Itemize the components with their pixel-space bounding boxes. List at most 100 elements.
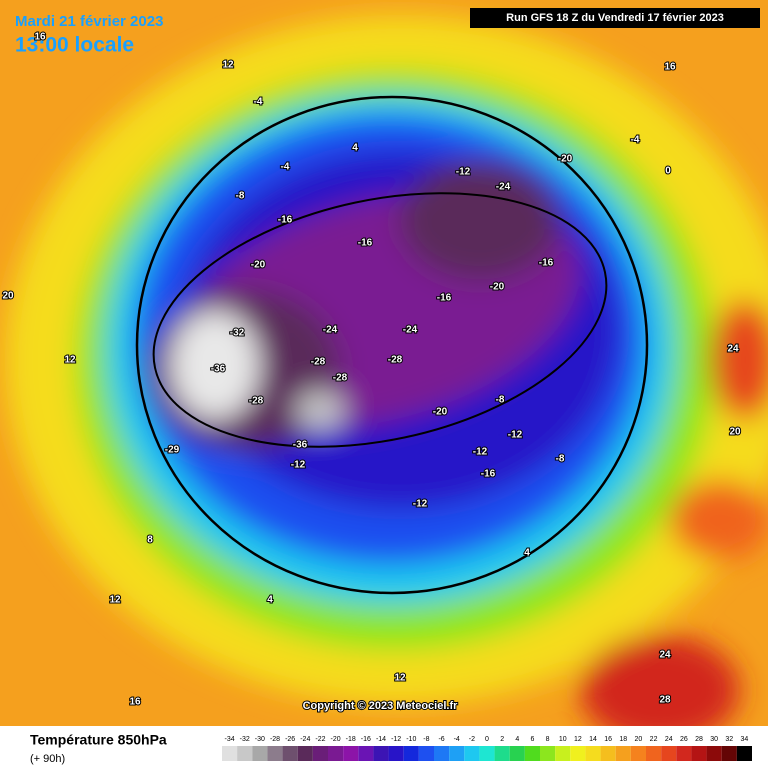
colorbar-tick-label: -24 (300, 736, 310, 743)
colorbar-tick-label: -34 (225, 736, 235, 743)
contour-label: -16 (437, 293, 452, 304)
run-box (470, 8, 760, 28)
colorbar-tick-label: 12 (574, 736, 582, 743)
contour-label: 12 (394, 673, 406, 684)
contour-label: -20 (433, 407, 448, 418)
contour-label: -16 (539, 258, 554, 269)
time: 13:00 locale (15, 34, 134, 57)
colorbar-cell (615, 746, 631, 761)
contour-label: 4 (267, 595, 273, 606)
colorbar-cell (343, 746, 359, 761)
colorbar-cell (373, 746, 389, 761)
colorbar-tick-label: 4 (515, 736, 519, 743)
contour-label: -8 (236, 191, 245, 202)
colorbar-cell (509, 746, 525, 761)
colorbar-tick-label: 32 (725, 736, 733, 743)
colorbar-tick-label: -22 (315, 736, 325, 743)
colorbar-cell (479, 746, 495, 761)
contour-label: -28 (388, 355, 403, 366)
contour-label: 16 (664, 62, 676, 73)
contour-label: 4 (524, 548, 530, 559)
contour-label: 4 (352, 143, 358, 154)
colorbar-cell (222, 746, 238, 761)
contour-label: -16 (358, 238, 373, 249)
contour-label: 20 (729, 427, 741, 438)
colorbar-tick-label: -16 (361, 736, 371, 743)
colorbar-cell (661, 746, 677, 761)
colorbar-cell (252, 746, 268, 761)
colorbar-tick-label: 28 (695, 736, 703, 743)
contour-label: -16 (481, 469, 496, 480)
colorbar-cell (434, 746, 450, 761)
colorbar-tick-label: -6 (438, 736, 444, 743)
colorbar-tick-label: 20 (635, 736, 643, 743)
colorbar-cell (736, 746, 752, 761)
contour-label: -29 (165, 445, 180, 456)
run-info: Run GFS 18 Z du Vendredi 17 février 2023 (506, 12, 724, 24)
contour-label: 28 (659, 695, 671, 706)
copyright: Copyright © 2023 Meteociel.fr (303, 700, 459, 712)
contour-label: -4 (281, 162, 290, 173)
colorbar-tick-label: 0 (485, 736, 489, 743)
colorbar-cell (282, 746, 298, 761)
contour-label: -12 (456, 167, 471, 178)
colorbar-tick-label: 34 (741, 736, 749, 743)
legend-title: Température 850hPa (30, 732, 167, 748)
map-labels: -32 -36 -28 -28 -28 -28 -24 -24 -24 -20 -20 -20 -20 -… (1, 31, 742, 709)
colorbar-cell (646, 746, 662, 761)
colorbar-cell (418, 746, 434, 761)
colorbar-cell (600, 746, 616, 761)
contour-label: -12 (413, 499, 428, 510)
colorbar-tick-label: 6 (530, 736, 534, 743)
contour-label: -12 (508, 430, 523, 441)
colorbar-tick-label: -10 (406, 736, 416, 743)
colorbar-cell (358, 746, 374, 761)
colorbar-cell (297, 746, 313, 761)
contour-label: 8 (147, 535, 153, 546)
colorbar-cell (706, 746, 722, 761)
colorbar-tick-label: -8 (423, 736, 429, 743)
colorbar-tick-label: -12 (391, 736, 401, 743)
colorbar-cell (630, 746, 646, 761)
contour-label: -28 (311, 357, 326, 368)
colorbar-tick-label: -2 (469, 736, 475, 743)
colorbar-tick-label: 10 (559, 736, 567, 743)
contour-label: -36 (211, 364, 226, 375)
contour-label: -28 (249, 396, 264, 407)
contour-label: -32 (230, 328, 245, 339)
colorbar-cell (267, 746, 283, 761)
contour-label: -20 (558, 154, 573, 165)
colorbar-cell (312, 746, 328, 761)
colorbar-cell (524, 746, 540, 761)
colorbar: -34 -32 -30 -28 -26 -24 -22 -20 -18 -16 -14 -12 -10-… (222, 736, 752, 761)
colorbar-tick-label: 24 (665, 736, 673, 743)
colorbar-cell (328, 746, 344, 761)
colorbar-tick-label: -4 (454, 736, 460, 743)
colorbar-tick-label: 18 (619, 736, 627, 743)
colorbar-tick-label: -18 (346, 736, 356, 743)
contour-label: -20 (490, 282, 505, 293)
colorbar-cell (721, 746, 737, 761)
colorbar-tick-label: -26 (285, 736, 295, 743)
contour-label: 16 (34, 32, 46, 43)
contour-label: 12 (109, 595, 121, 606)
contour-label: -12 (473, 447, 488, 458)
contour-label: -16 (278, 215, 293, 226)
colorbar-tick-label: -30 (255, 736, 265, 743)
colorbar-tick-label: 14 (589, 736, 597, 743)
contour-label: -24 (403, 325, 418, 336)
colorbar-cell (676, 746, 692, 761)
colorbar-tick-label: -32 (240, 736, 250, 743)
colorbar-cell (403, 746, 419, 761)
colorbar-cell (449, 746, 465, 761)
colorbar-tick-label: 22 (650, 736, 658, 743)
colorbar-tick-label: -28 (270, 736, 280, 743)
colorbar-tick-label: 30 (710, 736, 718, 743)
contour-label: -36 (293, 440, 308, 451)
contour-label: 16 (129, 697, 141, 708)
contour-label: -28 (333, 373, 348, 384)
legend-lead: (+ 90h) (30, 753, 65, 765)
contour-label: 24 (727, 344, 739, 355)
colorbar-cell (570, 746, 586, 761)
